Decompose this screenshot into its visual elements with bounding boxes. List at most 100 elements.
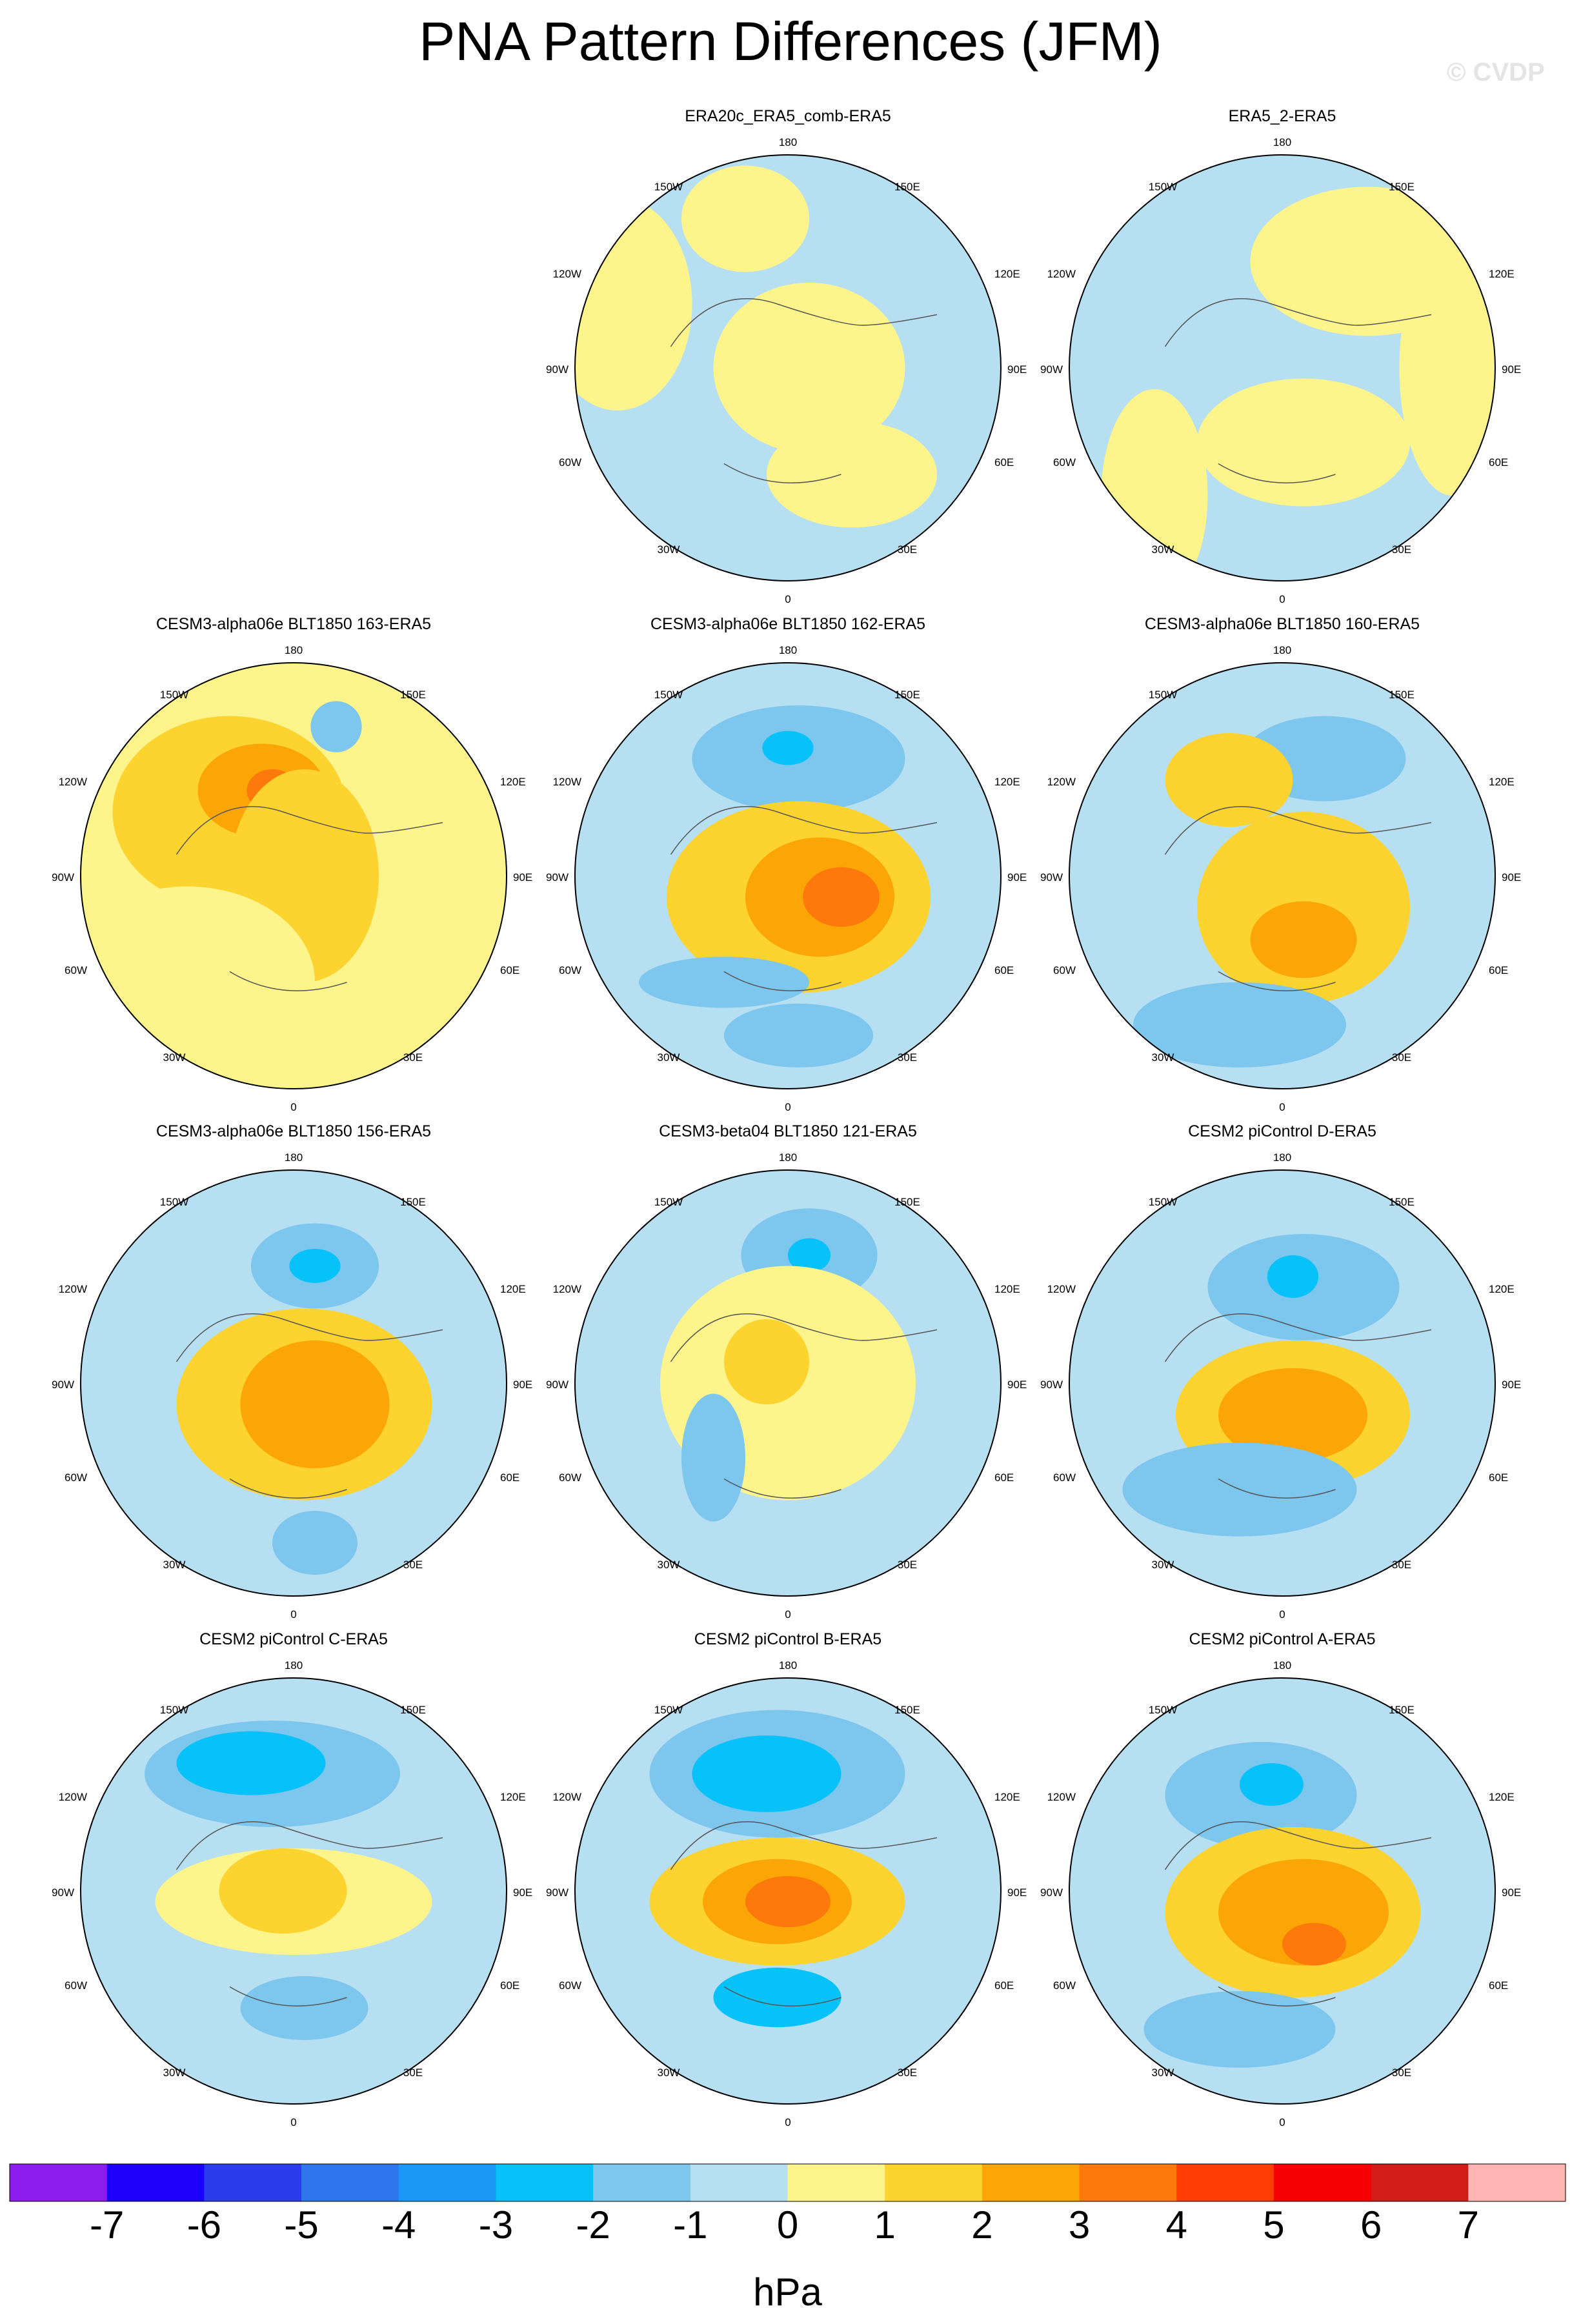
colorbar-swatch xyxy=(1273,2164,1372,2201)
longitude-label: 120E xyxy=(1489,1791,1515,1803)
longitude-label: 0 xyxy=(1279,593,1285,605)
longitude-label: 150E xyxy=(1389,1196,1415,1208)
longitude-label: 120W xyxy=(59,1791,87,1803)
longitude-label: 120W xyxy=(553,1283,581,1295)
colorbar-tick-label: 5 xyxy=(1263,2203,1284,2247)
colorbar-tick-label: 2 xyxy=(971,2203,992,2247)
longitude-label: 180 xyxy=(1273,644,1291,656)
longitude-label: 90W xyxy=(1040,871,1063,884)
longitude-label: 180 xyxy=(1273,1151,1291,1164)
contour-region xyxy=(1240,1763,1304,1806)
longitude-label: 90E xyxy=(1007,363,1027,376)
longitude-label: 90E xyxy=(513,871,532,884)
colorbar-swatch xyxy=(301,2164,399,2201)
longitude-label: 120W xyxy=(59,1283,87,1295)
longitude-label: 180 xyxy=(285,644,303,656)
longitude-label: 90E xyxy=(1007,1379,1027,1391)
longitude-label: 0 xyxy=(1279,1608,1285,1621)
coastline xyxy=(723,1478,841,1499)
longitude-label: 90E xyxy=(513,1379,532,1391)
contour-region xyxy=(767,421,937,528)
colorbar-tick-label: -1 xyxy=(673,2203,707,2247)
map-panel: CESM3-alpha06e BLT1850 160-ERA5 180 150E 12… xyxy=(1040,615,1521,1113)
longitude-label: 90E xyxy=(1502,363,1521,376)
longitude-label: 30E xyxy=(403,2066,423,2079)
longitude-label: 90E xyxy=(513,1886,532,1899)
longitude-label: 120W xyxy=(1047,1283,1076,1295)
longitude-label: 30E xyxy=(898,543,917,556)
contour-region xyxy=(240,1340,390,1468)
longitude-label: 0 xyxy=(290,2116,296,2128)
longitude-label: 180 xyxy=(1273,136,1291,148)
longitude-label: 120E xyxy=(994,776,1020,788)
coastline xyxy=(229,1478,347,1499)
map-panel: CESM3-alpha06e BLT1850 156-ERA5 180 150E 12… xyxy=(52,1122,532,1621)
longitude-label: 0 xyxy=(785,1101,790,1113)
longitude-label: 120E xyxy=(994,1283,1020,1295)
panel-title: CESM2 piControl D-ERA5 xyxy=(1188,1122,1376,1140)
coastline xyxy=(1164,1821,1432,1870)
panel-title: ERA20c_ERA5_comb-ERA5 xyxy=(685,107,891,125)
panel-title: CESM2 piControl B-ERA5 xyxy=(694,1630,881,1648)
longitude-label: 90W xyxy=(52,1379,74,1391)
longitude-label: 60E xyxy=(1489,456,1508,469)
map-panel: CESM2 piControl C-ERA5 180 150E 120E 90E 60E 3… xyxy=(52,1630,532,2128)
longitude-label: 120E xyxy=(500,1283,526,1295)
longitude-label: 120E xyxy=(500,1791,526,1803)
longitude-label: 150E xyxy=(894,181,920,193)
longitude-label: 150W xyxy=(1149,1196,1177,1208)
longitude-label: 60W xyxy=(559,1471,581,1484)
map-border xyxy=(574,662,1002,1089)
contour-region xyxy=(681,165,809,272)
longitude-label: 60W xyxy=(65,964,87,976)
longitude-label: 90W xyxy=(546,1886,569,1899)
colorbar-tick-label: 7 xyxy=(1458,2203,1479,2247)
contour-region xyxy=(289,1249,341,1283)
colorbar-swatch xyxy=(1468,2164,1566,2201)
map-border xyxy=(1069,1169,1496,1597)
longitude-label: 30E xyxy=(1392,543,1411,556)
longitude-label: 0 xyxy=(1279,2116,1285,2128)
map-panels: ERA20c_ERA5_comb-ERA5 180 150E 120E 90E 60E 30… xyxy=(52,107,1521,2128)
colorbar-swatch xyxy=(204,2164,302,2201)
longitude-label: 30W xyxy=(658,543,680,556)
contour-region xyxy=(575,197,692,410)
longitude-label: 30W xyxy=(163,1051,186,1064)
contour-region xyxy=(762,731,814,765)
contour-region xyxy=(803,867,880,927)
longitude-label: 60E xyxy=(1489,964,1508,976)
contour-region xyxy=(176,1731,326,1795)
coastline xyxy=(1218,1478,1336,1499)
longitude-label: 120W xyxy=(59,776,87,788)
panel-title: CESM3-alpha06e BLT1850 160-ERA5 xyxy=(1145,615,1420,633)
colorbar-swatch xyxy=(398,2164,496,2201)
coastline xyxy=(1218,971,1336,991)
longitude-label: 120E xyxy=(500,776,526,788)
longitude-label: 60W xyxy=(1053,1471,1076,1484)
colorbar-swatch xyxy=(1079,2164,1177,2201)
longitude-label: 0 xyxy=(290,1101,296,1113)
map-panel: CESM3-alpha06e BLT1850 163-ERA5 180 150E 12… xyxy=(52,615,532,1113)
longitude-label: 120W xyxy=(1047,776,1076,788)
contour-region xyxy=(240,1976,368,2040)
contour-region xyxy=(1218,1859,1389,1966)
longitude-label: 150E xyxy=(400,689,426,701)
contour-region xyxy=(1165,733,1293,827)
panel-title: ERA5_2-ERA5 xyxy=(1229,107,1336,125)
map-field xyxy=(1069,1678,1495,2104)
longitude-label: 150E xyxy=(400,1196,426,1208)
contour-region xyxy=(745,1875,831,1928)
colorbar-tick-label: 6 xyxy=(1360,2203,1382,2247)
longitude-label: 90W xyxy=(546,363,569,376)
longitude-label: 60W xyxy=(1053,1979,1076,1992)
longitude-label: 0 xyxy=(1279,1101,1285,1113)
longitude-label: 30W xyxy=(658,1051,680,1064)
longitude-label: 150E xyxy=(1389,689,1415,701)
contour-region xyxy=(724,1004,873,1067)
colorbar-swatch xyxy=(1176,2164,1274,2201)
longitude-label: 150W xyxy=(654,1196,683,1208)
longitude-label: 120W xyxy=(553,776,581,788)
colorbar-swatch xyxy=(106,2164,205,2201)
longitude-label: 150E xyxy=(1389,1704,1415,1716)
contour-region xyxy=(1267,1255,1319,1298)
